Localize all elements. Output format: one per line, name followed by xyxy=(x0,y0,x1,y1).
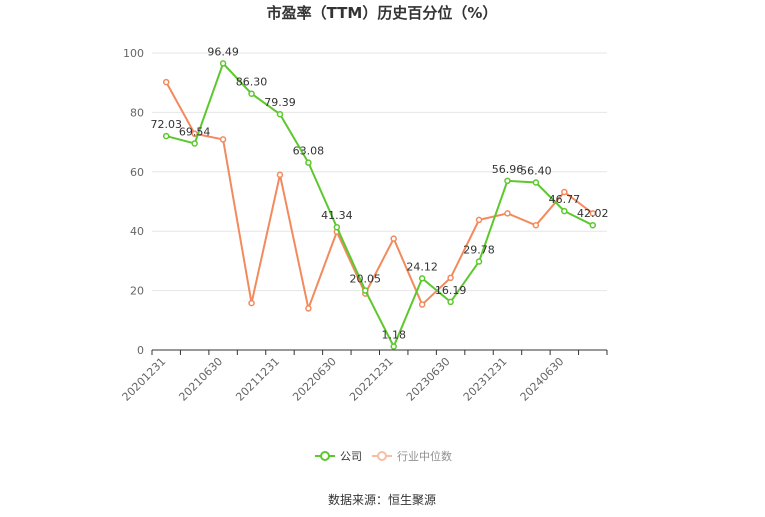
data-label: 69.54 xyxy=(179,125,211,138)
data-label: 16.19 xyxy=(435,284,467,297)
data-point[interactable] xyxy=(561,207,568,215)
x-tick-label: 20211231 xyxy=(233,355,282,404)
data-point[interactable] xyxy=(248,90,255,97)
data-point[interactable] xyxy=(418,301,426,308)
data-label: 86.30 xyxy=(236,76,268,89)
y-tick-label: 100 xyxy=(123,47,144,60)
y-tick-label: 60 xyxy=(130,166,144,179)
data-label: 1.18 xyxy=(381,328,406,341)
x-tick-label: 20201231 xyxy=(120,355,169,404)
y-tick-label: 80 xyxy=(130,106,144,119)
x-tick-label: 20230630 xyxy=(404,355,453,404)
legend-item-1[interactable]: 行业中位数 xyxy=(372,449,452,463)
data-point[interactable] xyxy=(589,210,597,217)
data-label: 29.78 xyxy=(463,244,495,257)
data-point[interactable] xyxy=(475,258,483,265)
data-point[interactable] xyxy=(475,216,483,224)
x-tick-label: 20240630 xyxy=(518,355,567,404)
x-axis: 20201231 20210630 20211231 20220630 20221231… xyxy=(120,349,608,404)
data-label: 41.34 xyxy=(321,209,353,222)
data-point[interactable] xyxy=(333,223,341,231)
data-point[interactable] xyxy=(362,287,369,294)
chart-title: 市盈率（TTM）历史百分位（%） xyxy=(267,4,498,22)
legend-label: 行业中位数 xyxy=(397,449,452,463)
data-point[interactable] xyxy=(219,60,227,67)
data-point[interactable] xyxy=(305,305,312,312)
y-tick-label: 0 xyxy=(137,344,144,357)
data-point[interactable] xyxy=(162,78,170,86)
legend-label: 公司 xyxy=(340,450,362,463)
x-tick-label: 20221231 xyxy=(347,355,396,404)
data-point[interactable] xyxy=(561,188,568,196)
series-line-0 xyxy=(165,61,594,349)
legend[interactable]: 公司 行业中位数 xyxy=(315,449,452,463)
data-label: 63.08 xyxy=(293,145,325,158)
data-point[interactable] xyxy=(532,222,540,229)
y-tick-label: 20 xyxy=(130,285,144,298)
data-label: 96.49 xyxy=(207,45,239,58)
data-point[interactable] xyxy=(532,179,540,186)
legend-marker xyxy=(377,451,387,461)
x-tick-label: 20231231 xyxy=(461,355,510,404)
data-label: 56.96 xyxy=(492,163,524,176)
y-axis: 0 20 40 60 80 100 xyxy=(123,47,144,357)
data-point[interactable] xyxy=(504,210,511,217)
data-point[interactable] xyxy=(162,132,170,140)
data-point[interactable] xyxy=(447,298,454,306)
data-point[interactable] xyxy=(390,343,397,350)
y-tick-label: 40 xyxy=(130,225,144,238)
data-point[interactable] xyxy=(504,177,511,185)
data-label: 42.02 xyxy=(577,207,609,220)
data-label: 72.03 xyxy=(150,118,182,131)
data-point[interactable] xyxy=(248,299,255,307)
data-label: 24.12 xyxy=(406,260,438,273)
data-point[interactable] xyxy=(589,221,597,229)
data-label: 79.39 xyxy=(264,96,296,109)
data-point[interactable] xyxy=(276,110,284,118)
data-point[interactable] xyxy=(447,274,454,282)
data-point[interactable] xyxy=(191,140,198,147)
data-label: 46.77 xyxy=(549,193,581,206)
data-point[interactable] xyxy=(219,136,227,143)
data-point[interactable] xyxy=(390,235,397,242)
data-point[interactable] xyxy=(276,171,284,179)
legend-marker xyxy=(320,451,330,461)
source-note: 数据来源：恒生聚源 xyxy=(328,492,436,507)
legend-item-0[interactable]: 公司 xyxy=(315,450,362,463)
data-point[interactable] xyxy=(305,159,312,166)
data-point[interactable] xyxy=(418,275,426,282)
x-tick-label: 20220630 xyxy=(290,355,339,404)
series-line-1 xyxy=(165,81,594,312)
data-label: 20.05 xyxy=(350,272,382,285)
x-tick-label: 20210630 xyxy=(176,355,225,404)
series-layer xyxy=(162,60,597,350)
data-label: 56.40 xyxy=(520,164,552,177)
